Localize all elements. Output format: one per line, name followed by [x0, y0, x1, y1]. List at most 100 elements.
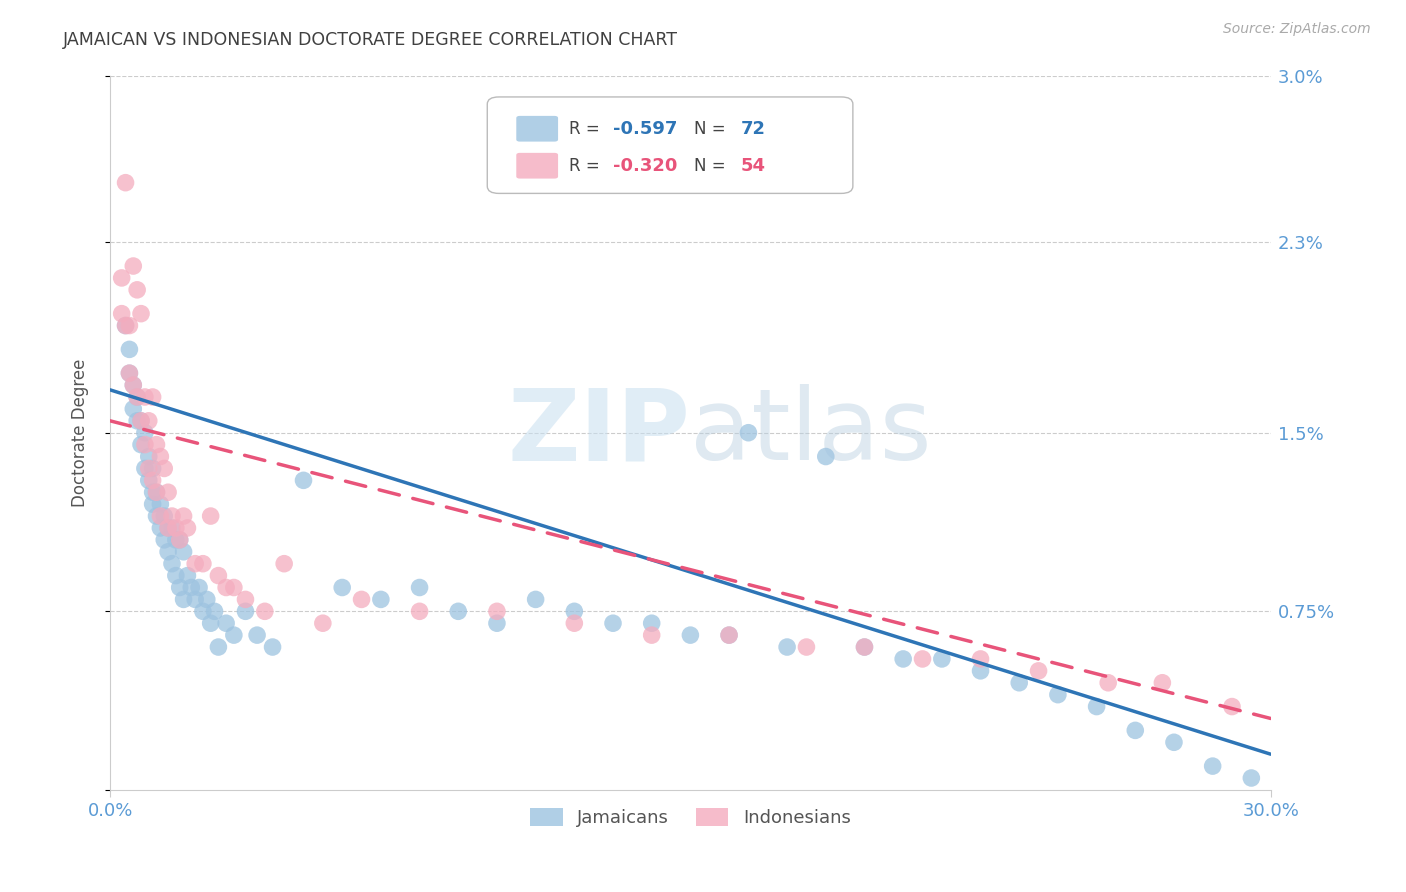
- Point: [127, 414, 149, 428]
- Point: [138, 474, 160, 488]
- Point: [235, 604, 257, 618]
- Point: [796, 640, 818, 654]
- Point: [408, 604, 430, 618]
- Point: [118, 343, 141, 357]
- Point: [235, 592, 257, 607]
- Point: [408, 581, 430, 595]
- Point: [169, 581, 191, 595]
- Point: [184, 557, 207, 571]
- Point: [1046, 688, 1069, 702]
- Point: [1028, 664, 1050, 678]
- Point: [142, 497, 165, 511]
- Point: [129, 437, 152, 451]
- Point: [562, 604, 585, 618]
- Point: [157, 521, 180, 535]
- Point: [134, 461, 156, 475]
- Point: [114, 318, 136, 333]
- Point: [200, 509, 222, 524]
- FancyBboxPatch shape: [516, 116, 558, 142]
- Point: [114, 176, 136, 190]
- Point: [160, 557, 183, 571]
- Point: [169, 533, 191, 547]
- Point: [145, 485, 167, 500]
- Text: N =: N =: [695, 157, 731, 175]
- Point: [330, 581, 353, 595]
- Point: [122, 378, 145, 392]
- Point: [180, 581, 202, 595]
- Point: [641, 628, 664, 642]
- Point: [1240, 771, 1263, 785]
- Point: [485, 616, 508, 631]
- Point: [718, 628, 741, 642]
- Point: [262, 640, 284, 654]
- Point: [142, 485, 165, 500]
- Point: [911, 652, 934, 666]
- Point: [145, 437, 167, 451]
- Point: [891, 652, 914, 666]
- Point: [195, 592, 218, 607]
- Point: [173, 545, 195, 559]
- Point: [149, 450, 172, 464]
- Text: -0.320: -0.320: [613, 157, 678, 175]
- Point: [184, 592, 207, 607]
- Point: [111, 271, 134, 285]
- Point: [165, 533, 187, 547]
- Point: [129, 414, 152, 428]
- Point: [562, 616, 585, 631]
- Point: [160, 521, 183, 535]
- Point: [127, 283, 149, 297]
- FancyBboxPatch shape: [516, 153, 558, 178]
- Point: [165, 521, 187, 535]
- Text: ZIP: ZIP: [508, 384, 690, 481]
- Point: [118, 366, 141, 380]
- Point: [138, 450, 160, 464]
- Point: [853, 640, 876, 654]
- Text: atlas: atlas: [690, 384, 932, 481]
- Point: [191, 604, 214, 618]
- Point: [145, 485, 167, 500]
- Point: [814, 450, 837, 464]
- Point: [127, 390, 149, 404]
- Point: [969, 652, 991, 666]
- Point: [370, 592, 392, 607]
- Legend: Jamaicans, Indonesians: Jamaicans, Indonesians: [523, 801, 858, 835]
- Point: [111, 307, 134, 321]
- Point: [969, 664, 991, 678]
- Point: [200, 616, 222, 631]
- Point: [853, 640, 876, 654]
- Point: [122, 401, 145, 416]
- Point: [273, 557, 295, 571]
- Point: [641, 616, 664, 631]
- Point: [737, 425, 759, 440]
- Point: [176, 568, 198, 582]
- Point: [169, 533, 191, 547]
- Point: [122, 259, 145, 273]
- Point: [1123, 723, 1146, 738]
- Point: [153, 533, 176, 547]
- Text: -0.597: -0.597: [613, 120, 678, 137]
- Point: [142, 474, 165, 488]
- Point: [134, 425, 156, 440]
- Point: [253, 604, 276, 618]
- Point: [138, 414, 160, 428]
- Text: Source: ZipAtlas.com: Source: ZipAtlas.com: [1223, 22, 1371, 37]
- Point: [602, 616, 624, 631]
- Point: [153, 461, 176, 475]
- Point: [160, 509, 183, 524]
- Text: R =: R =: [568, 157, 605, 175]
- Point: [1097, 675, 1119, 690]
- Point: [292, 474, 315, 488]
- Point: [246, 628, 269, 642]
- Point: [157, 485, 180, 500]
- Point: [222, 628, 245, 642]
- Point: [215, 616, 238, 631]
- Point: [118, 318, 141, 333]
- Point: [176, 521, 198, 535]
- Point: [142, 461, 165, 475]
- Point: [145, 509, 167, 524]
- Text: 72: 72: [741, 120, 765, 137]
- FancyBboxPatch shape: [488, 97, 853, 194]
- Point: [350, 592, 373, 607]
- Point: [1163, 735, 1185, 749]
- Point: [188, 581, 211, 595]
